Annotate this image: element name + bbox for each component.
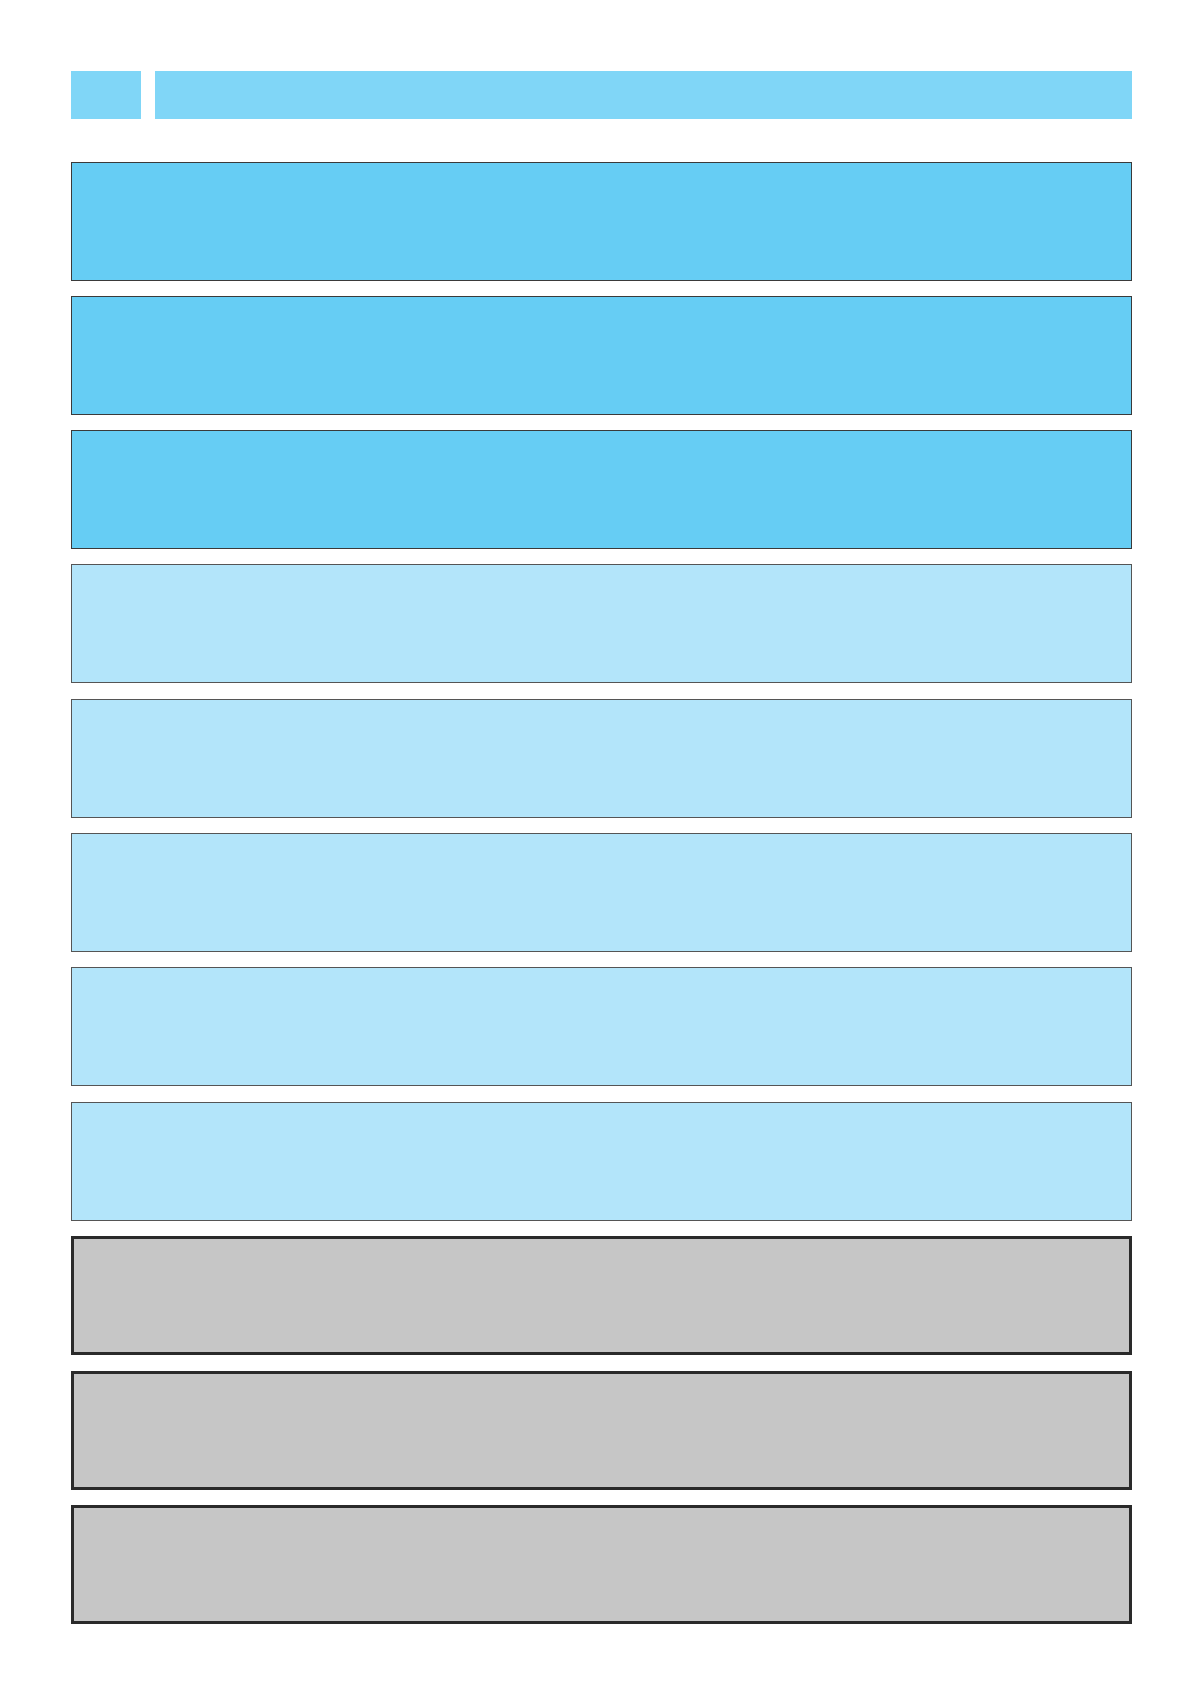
field-box [71,296,1132,415]
field-box [71,699,1132,818]
field-box [71,1371,1132,1490]
header-tab [71,71,141,119]
field-box [71,430,1132,549]
field-box [71,1102,1132,1221]
field-box [71,1505,1132,1624]
field-box [71,162,1132,281]
field-box [71,833,1132,952]
field-box [71,564,1132,683]
field-box [71,967,1132,1086]
header-bar [155,71,1132,119]
field-box [71,1236,1132,1355]
